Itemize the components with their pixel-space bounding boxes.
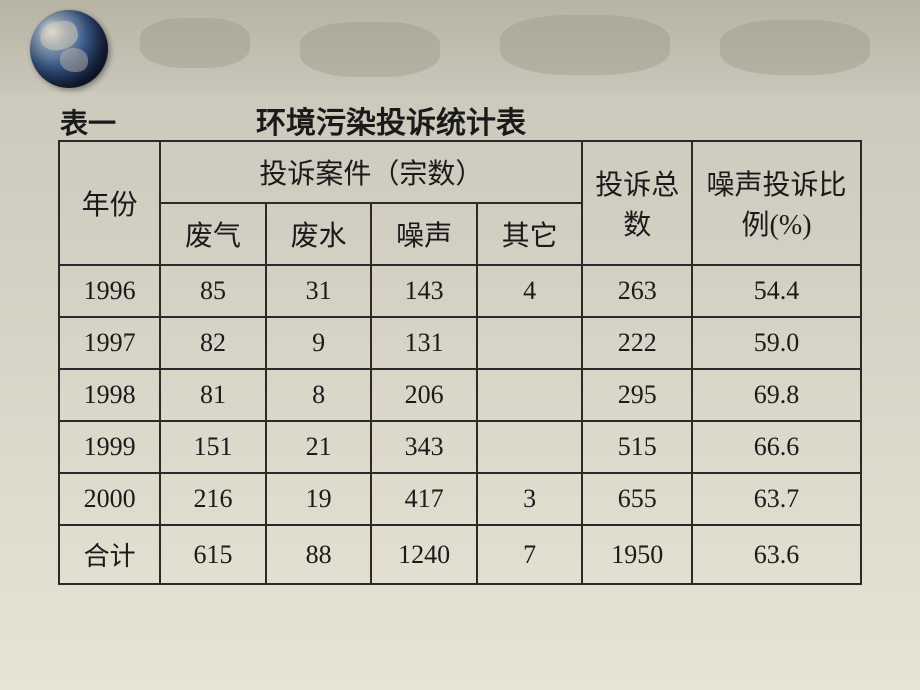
cell-year: 2000 <box>59 473 160 525</box>
cell-pct: 63.7 <box>692 473 861 525</box>
cell-noise: 131 <box>371 317 477 369</box>
table-row: 1996 85 31 143 4 263 54.4 <box>59 265 861 317</box>
cell-water: 21 <box>266 421 372 473</box>
cell-pct: 69.8 <box>692 369 861 421</box>
table-body: 1996 85 31 143 4 263 54.4 1997 82 9 131 … <box>59 265 861 584</box>
col-noise-ratio: 噪声投诉比例(%) <box>692 141 861 265</box>
main-title: 环境污染投诉统计表 <box>256 98 526 142</box>
stats-table: 年份 投诉案件（宗数） 投诉总数 噪声投诉比例(%) 废气 废水 噪声 其它 1… <box>58 140 862 585</box>
cell-other <box>477 369 583 421</box>
cell-other: 3 <box>477 473 583 525</box>
col-water: 废水 <box>266 203 372 265</box>
cell-noise: 417 <box>371 473 477 525</box>
cell-water: 9 <box>266 317 372 369</box>
cell-gas: 615 <box>160 525 266 584</box>
cell-total: 222 <box>582 317 692 369</box>
cell-gas: 81 <box>160 369 266 421</box>
cell-water: 88 <box>266 525 372 584</box>
cell-gas: 216 <box>160 473 266 525</box>
cell-water: 8 <box>266 369 372 421</box>
cell-other <box>477 317 583 369</box>
cell-noise: 343 <box>371 421 477 473</box>
map-background-band <box>0 0 920 92</box>
cell-year: 合计 <box>59 525 160 584</box>
col-year: 年份 <box>59 141 160 265</box>
cell-year: 1997 <box>59 317 160 369</box>
cell-pct: 54.4 <box>692 265 861 317</box>
table-row: 1999 151 21 343 515 66.6 <box>59 421 861 473</box>
slide: 表一 环境污染投诉统计表 年份 投诉案件（宗数） 投诉总数 噪声投诉比例(%) … <box>0 0 920 690</box>
col-total: 投诉总数 <box>582 141 692 265</box>
table-header-row-1: 年份 投诉案件（宗数） 投诉总数 噪声投诉比例(%) <box>59 141 861 203</box>
cell-total: 655 <box>582 473 692 525</box>
cell-gas: 85 <box>160 265 266 317</box>
table-row: 1998 81 8 206 295 69.8 <box>59 369 861 421</box>
cell-total: 263 <box>582 265 692 317</box>
title-row: 表一 环境污染投诉统计表 <box>60 98 860 142</box>
cell-other: 7 <box>477 525 583 584</box>
col-other: 其它 <box>477 203 583 265</box>
cell-pct: 63.6 <box>692 525 861 584</box>
cell-noise: 206 <box>371 369 477 421</box>
cell-water: 31 <box>266 265 372 317</box>
cell-year: 1999 <box>59 421 160 473</box>
col-noise: 噪声 <box>371 203 477 265</box>
cell-water: 19 <box>266 473 372 525</box>
cell-gas: 151 <box>160 421 266 473</box>
cell-year: 1998 <box>59 369 160 421</box>
cell-total: 1950 <box>582 525 692 584</box>
cell-other <box>477 421 583 473</box>
cell-pct: 59.0 <box>692 317 861 369</box>
cell-total: 515 <box>582 421 692 473</box>
cell-gas: 82 <box>160 317 266 369</box>
table-row: 1997 82 9 131 222 59.0 <box>59 317 861 369</box>
cell-noise: 143 <box>371 265 477 317</box>
cell-noise: 1240 <box>371 525 477 584</box>
col-cases-group: 投诉案件（宗数） <box>160 141 582 203</box>
stats-table-wrapper: 年份 投诉案件（宗数） 投诉总数 噪声投诉比例(%) 废气 废水 噪声 其它 1… <box>58 140 862 585</box>
table-label: 表一 <box>60 102 116 142</box>
table-row-total: 合计 615 88 1240 7 1950 63.6 <box>59 525 861 584</box>
cell-pct: 66.6 <box>692 421 861 473</box>
col-gas: 废气 <box>160 203 266 265</box>
cell-total: 295 <box>582 369 692 421</box>
cell-year: 1996 <box>59 265 160 317</box>
globe-icon <box>30 10 108 88</box>
table-row: 2000 216 19 417 3 655 63.7 <box>59 473 861 525</box>
cell-other: 4 <box>477 265 583 317</box>
